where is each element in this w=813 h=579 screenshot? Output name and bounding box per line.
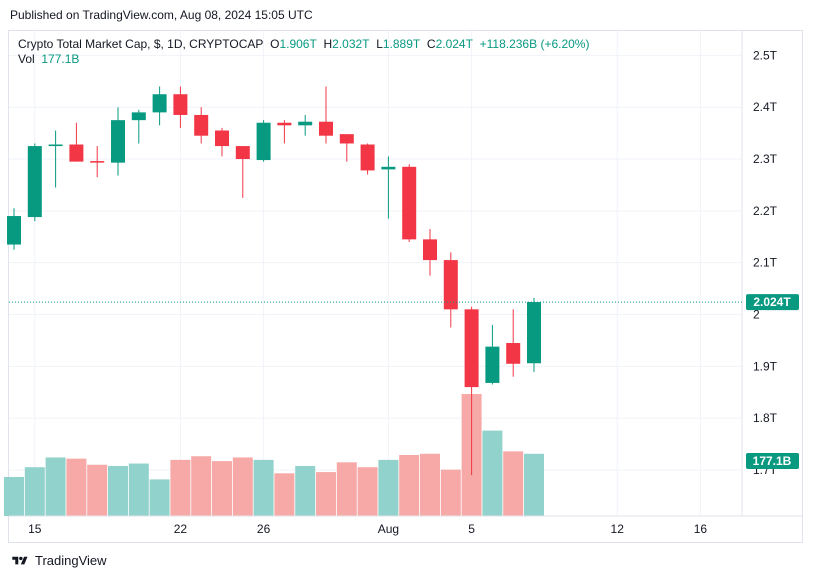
price-tick-label: 2.2T [753,204,778,218]
volume-bar [191,456,212,516]
close-label: C [426,37,436,51]
last-volume-badge [746,453,799,469]
candle-body [7,216,21,245]
volume-bar [87,464,108,516]
high-value: 2.032T [332,37,370,51]
price-tick-label: 2.4T [753,100,778,114]
price-tick-label: 1.9T [753,359,778,373]
candle-body [27,146,42,218]
price-tick-label: 2 [753,308,760,322]
time-tick-label: 12 [611,522,625,536]
open-value: 1.906T [279,37,317,51]
volume-bar [45,457,66,516]
candle-body [277,122,292,126]
volume-bar [128,463,149,516]
volume-bar [440,469,461,516]
candle-body [131,112,146,121]
volume-bar [503,451,524,516]
candle-body [506,343,521,364]
time-tick-label: 16 [694,522,708,536]
price-tick-label: 2.1T [753,256,778,270]
volume-bar [357,467,378,516]
last-price-badge [746,294,799,311]
volume-bar [149,479,170,516]
volume-bar [336,462,357,516]
candle-body [527,302,541,364]
tradingview-logo-icon [12,556,28,564]
volume-bar [482,430,503,516]
volume-bars [4,394,544,516]
volume-bar [232,457,253,516]
volume-bar [316,472,336,516]
published-note: Published on TradingView.com, Aug 08, 20… [10,8,313,22]
candle-body [111,120,125,163]
volume-legend: Vol 177.1B [18,52,79,66]
volume-bar [253,459,274,516]
candle-body [69,144,84,162]
close-value: 2.024T [435,37,473,51]
candle-body [360,144,375,171]
last-price-label: 2.024T [753,295,791,309]
grid-lines [9,31,742,516]
candle-body [90,161,105,163]
price-tick-label: 1.8T [753,411,778,425]
candle-body [423,239,437,261]
price-tick-label: 2.3T [753,152,778,166]
time-tick-label: 5 [468,522,475,536]
candle-body [402,166,417,240]
last-value-markers: 2.024T 177.1B [9,294,799,469]
candle-body [485,346,500,383]
volume-bar [399,455,420,516]
low-label: L [376,37,383,51]
candle-body [194,114,209,136]
candle-body [235,146,250,160]
chart-legend: Crypto Total Market Cap, $, 1D, CRYPTOCA… [18,36,589,52]
volume-bar [420,453,440,516]
candle-body [381,166,396,170]
high-label: H [323,37,333,51]
candle-body [173,94,188,115]
volume-bar [378,459,399,516]
footer-brand-label: TradingView [35,553,107,568]
time-tick-label: 15 [28,522,42,536]
candle-body [48,144,63,147]
candle-body [464,309,479,388]
volume-value: 177.1B [41,52,80,66]
volume-label: Vol [18,52,35,66]
volume-bar [295,465,316,516]
candle-body [152,94,167,113]
volume-bar [66,458,87,516]
time-tick-label: 26 [257,522,271,536]
volume-bar [108,465,128,516]
time-tick-label: Aug [378,522,399,536]
low-value: 1.889T [382,37,421,51]
volume-bar [170,459,191,516]
candles [7,86,541,476]
candle-body [443,260,458,310]
volume-bar [24,467,45,516]
price-tick-label: 2.5T [753,48,778,62]
symbol-label: Crypto Total Market Cap, $, 1D, CRYPTOCA… [18,37,264,51]
open-label: O [270,37,280,51]
volume-bar [524,453,544,516]
last-volume-label: 177.1B [753,454,792,468]
change-value: +118.236B (+6.20%) [479,37,590,51]
candle-body [298,121,313,126]
candle-body [319,121,333,136]
volume-bar [274,473,295,516]
volume-bar [4,476,24,516]
volume-bar [212,461,232,516]
candle-body [215,130,229,147]
time-tick-label: 22 [174,522,188,536]
candle-body [339,134,354,144]
candle-body [256,122,271,161]
footer-brand[interactable]: TradingView [10,553,107,568]
time-axis: 15 22 26 Aug 5 12 16 [9,515,802,536]
